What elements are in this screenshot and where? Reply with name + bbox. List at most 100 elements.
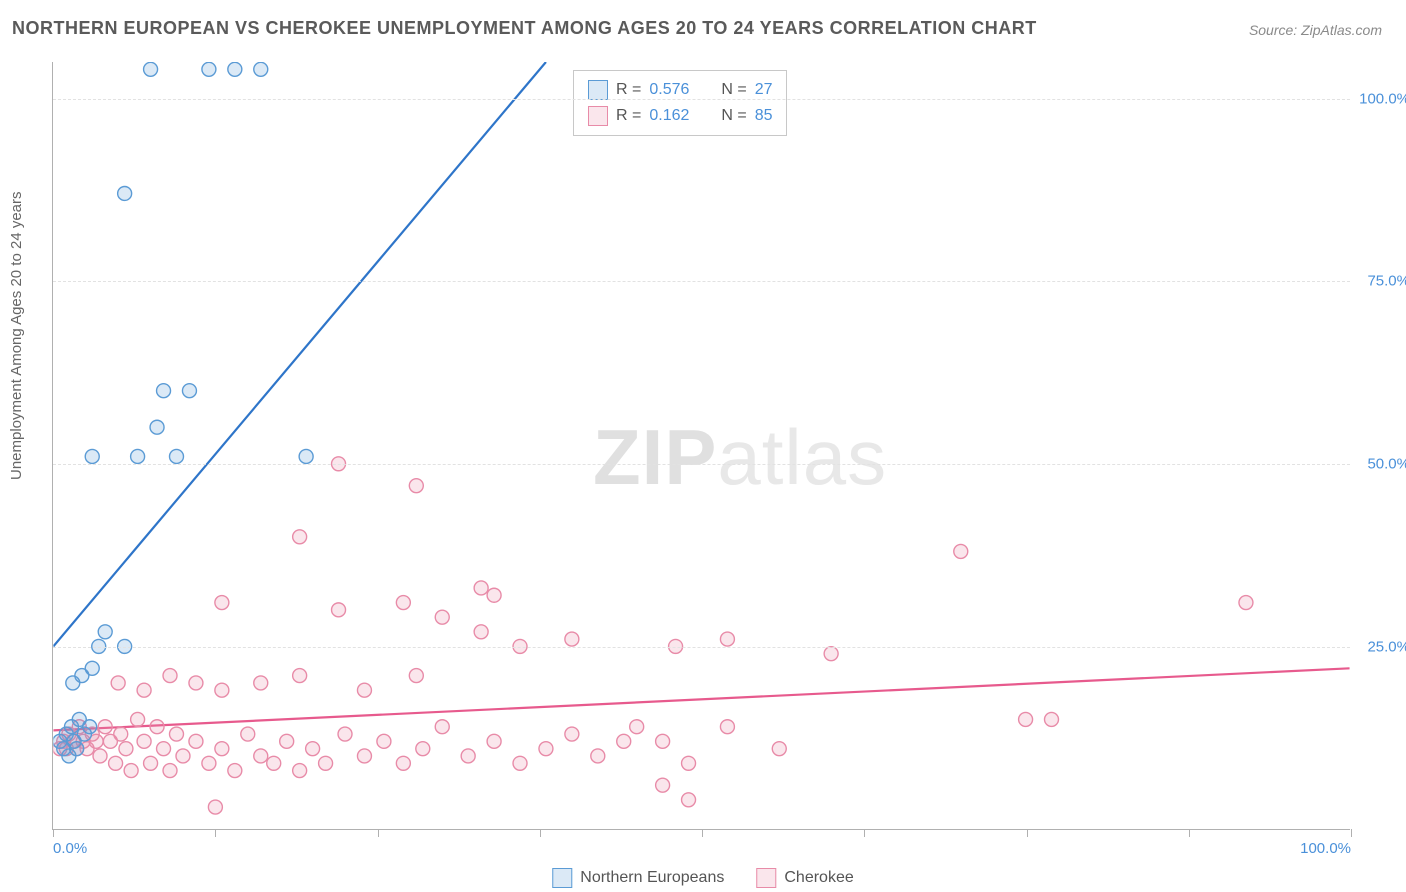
cherokee-point [396, 756, 410, 770]
cherokee-point [215, 742, 229, 756]
cherokee-point [1045, 712, 1059, 726]
cherokee-point [98, 720, 112, 734]
x-tick [215, 829, 216, 837]
y-tick-label: 75.0% [1367, 273, 1406, 290]
y-tick-label: 100.0% [1359, 90, 1406, 107]
series-legend: Northern Europeans Cherokee [552, 868, 853, 888]
cherokee-point [254, 676, 268, 690]
northern-point [70, 742, 84, 756]
x-tick-label: 100.0% [1300, 840, 1351, 857]
cherokee-point [630, 720, 644, 734]
northern-point [299, 449, 313, 463]
cherokee-point [293, 669, 307, 683]
cherokee-point [416, 742, 430, 756]
northern-point [254, 62, 268, 76]
cherokee-point [474, 581, 488, 595]
northern-point [131, 449, 145, 463]
legend-label-cherokee: Cherokee [784, 869, 853, 887]
source-attribution: Source: ZipAtlas.com [1249, 22, 1382, 38]
northern-point [202, 62, 216, 76]
x-tick [702, 829, 703, 837]
cherokee-point [293, 530, 307, 544]
cherokee-point [409, 479, 423, 493]
northern-point [150, 420, 164, 434]
cherokee-point [137, 734, 151, 748]
scatter-svg [53, 62, 1350, 829]
cherokee-point [357, 683, 371, 697]
cherokee-point [682, 793, 696, 807]
cherokee-point [176, 749, 190, 763]
cherokee-point [487, 734, 501, 748]
cherokee-point [114, 727, 128, 741]
cherokee-point [215, 683, 229, 697]
cherokee-point [435, 610, 449, 624]
cherokee-point [293, 764, 307, 778]
cherokee-point [319, 756, 333, 770]
cherokee-point [150, 720, 164, 734]
chart-title: NORTHERN EUROPEAN VS CHEROKEE UNEMPLOYME… [12, 18, 1037, 39]
x-tick [53, 829, 54, 837]
cherokee-point [539, 742, 553, 756]
cherokee-point [682, 756, 696, 770]
y-axis-label: Unemployment Among Ages 20 to 24 years [8, 191, 25, 480]
cherokee-point [228, 764, 242, 778]
cherokee-point [357, 749, 371, 763]
cherokee-point [720, 632, 734, 646]
cherokee-point [111, 676, 125, 690]
cherokee-point [591, 749, 605, 763]
northern-point [182, 384, 196, 398]
cherokee-point [144, 756, 158, 770]
cherokee-point [254, 749, 268, 763]
cherokee-point [377, 734, 391, 748]
gridline [53, 281, 1350, 282]
cherokee-point [824, 647, 838, 661]
cherokee-point [215, 596, 229, 610]
cherokee-point [565, 727, 579, 741]
cherokee-point [474, 625, 488, 639]
cherokee-point [461, 749, 475, 763]
northern-point [98, 625, 112, 639]
cherokee-point [202, 756, 216, 770]
cherokee-trendline [53, 668, 1349, 730]
northern-point [228, 62, 242, 76]
cherokee-point [396, 596, 410, 610]
cherokee-point [656, 734, 670, 748]
gridline [53, 647, 1350, 648]
plot-area: ZIPatlas R = 0.576 N = 27 R = 0.162 N = … [52, 62, 1350, 830]
x-tick [1351, 829, 1352, 837]
legend-item-cherokee: Cherokee [756, 868, 853, 888]
cherokee-point [772, 742, 786, 756]
cherokee-point [267, 756, 281, 770]
northern-point [85, 449, 99, 463]
cherokee-point [119, 742, 133, 756]
legend-label-northern: Northern Europeans [580, 869, 724, 887]
northern-trendline [53, 62, 546, 646]
cherokee-point [163, 669, 177, 683]
cherokee-point [338, 727, 352, 741]
cherokee-point [208, 800, 222, 814]
cherokee-point [409, 669, 423, 683]
cherokee-point [109, 756, 123, 770]
x-tick [378, 829, 379, 837]
cherokee-point [306, 742, 320, 756]
legend-item-northern: Northern Europeans [552, 868, 724, 888]
x-tick [1189, 829, 1190, 837]
northern-point [157, 384, 171, 398]
cherokee-point [131, 712, 145, 726]
cherokee-point [513, 756, 527, 770]
x-tick-label: 0.0% [53, 840, 87, 857]
cherokee-point [656, 778, 670, 792]
x-tick [1027, 829, 1028, 837]
cherokee-point [954, 544, 968, 558]
cherokee-point [241, 727, 255, 741]
cherokee-point [170, 727, 184, 741]
y-tick-label: 50.0% [1367, 456, 1406, 473]
gridline [53, 464, 1350, 465]
x-tick [864, 829, 865, 837]
cherokee-point [93, 749, 107, 763]
northern-point [83, 720, 97, 734]
cherokee-point [565, 632, 579, 646]
cherokee-point [1239, 596, 1253, 610]
cherokee-point [617, 734, 631, 748]
cherokee-point [720, 720, 734, 734]
